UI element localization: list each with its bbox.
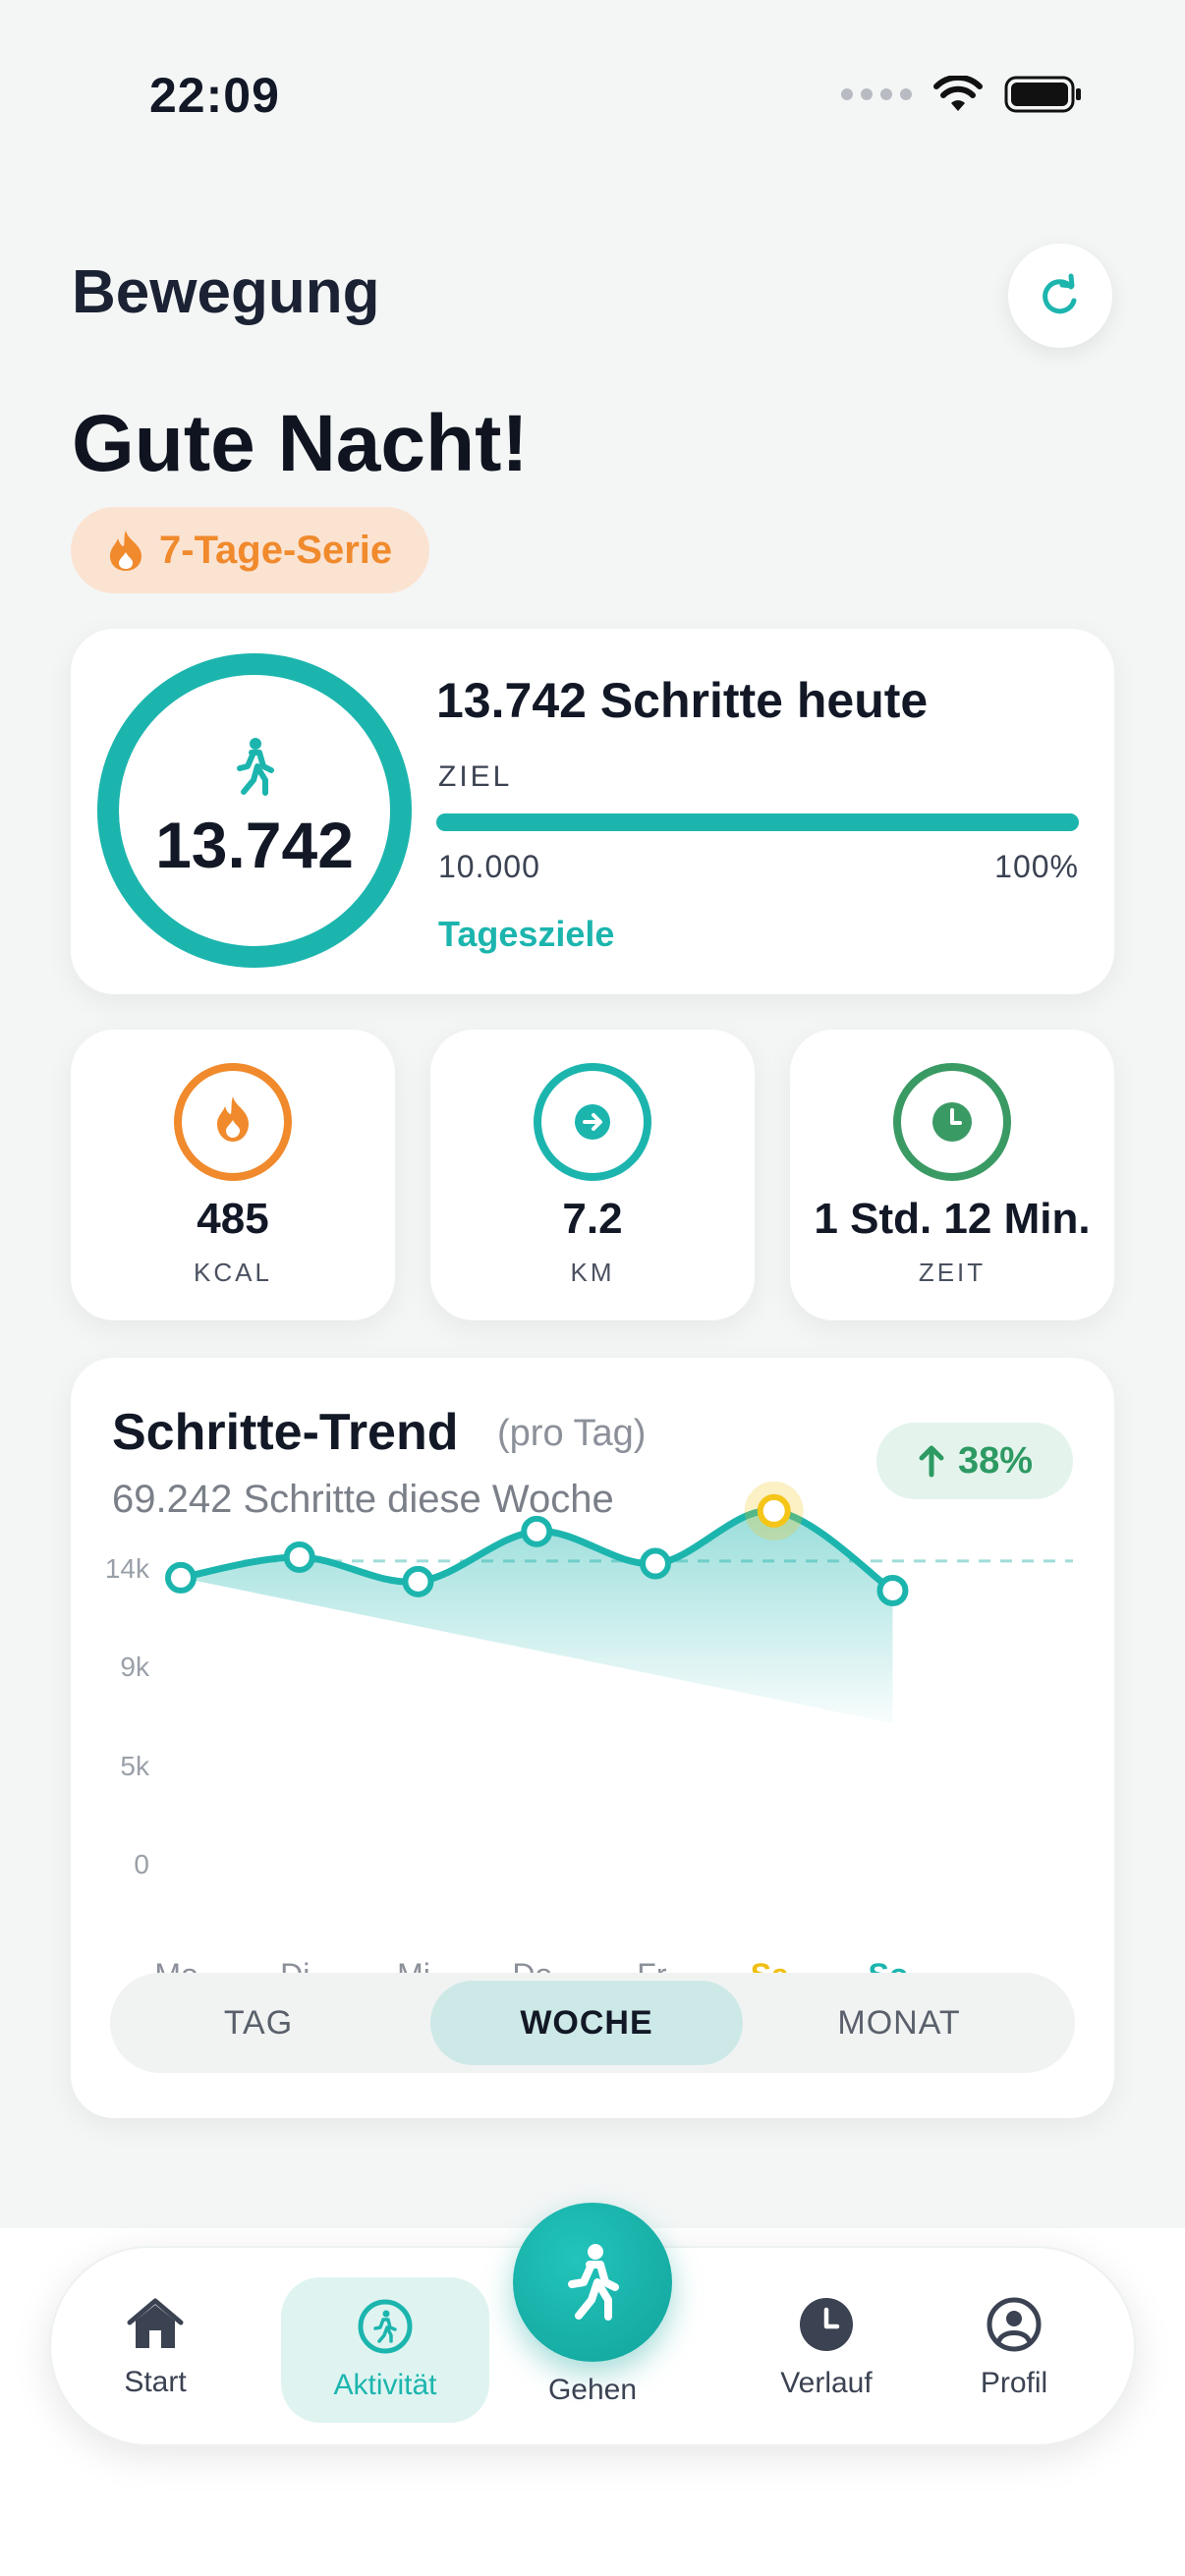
activity-icon — [358, 2299, 413, 2354]
clock-icon — [893, 1063, 1011, 1181]
data-point-highlight — [757, 1493, 791, 1528]
goal-percent: 100% — [994, 849, 1079, 884]
status-time: 22:09 — [149, 68, 280, 123]
y-tick-label: 14k — [105, 1553, 150, 1584]
goal-target: 10.000 — [438, 849, 540, 884]
segment-woche[interactable]: WOCHE — [430, 1981, 743, 2065]
trend-change-badge: 38% — [876, 1423, 1073, 1499]
home-icon — [127, 2298, 184, 2348]
nav-label-start: Start — [124, 2366, 187, 2398]
battery-icon — [1004, 76, 1081, 113]
page-title: Bewegung — [72, 258, 380, 326]
data-point — [521, 1515, 553, 1547]
nav-item-verlauf[interactable]: Verlauf — [747, 2248, 906, 2448]
status-icons — [841, 75, 1083, 114]
arrow-up-icon — [919, 1445, 944, 1478]
flame-icon — [174, 1063, 292, 1181]
flame-icon — [110, 531, 141, 571]
profile-icon — [987, 2297, 1042, 2352]
signal-icon — [841, 88, 912, 100]
stat-value-km: 7.2 — [562, 1195, 623, 1243]
nav-label-verlauf: Verlauf — [780, 2367, 873, 2399]
y-tick-label: 0 — [134, 1849, 149, 1879]
trend-subtitle: (pro Tag) — [497, 1413, 647, 1454]
daily-goals-link[interactable]: Tagesziele — [438, 914, 615, 954]
data-point — [402, 1565, 434, 1597]
refresh-icon — [1043, 273, 1077, 314]
data-point — [165, 1561, 197, 1594]
refresh-button[interactable] — [1008, 244, 1112, 348]
data-point — [639, 1547, 671, 1580]
trend-title: Schritte-Trend — [112, 1404, 459, 1461]
stat-unit-time: ZEIT — [918, 1258, 987, 1287]
walk-icon — [568, 2244, 619, 2321]
history-clock-icon — [800, 2298, 853, 2351]
walk-fab-button[interactable] — [513, 2203, 672, 2362]
wifi-icon — [933, 76, 983, 111]
data-point — [283, 1540, 315, 1573]
goal-progress-fill — [436, 813, 1079, 831]
stat-unit-kcal: KCAL — [194, 1258, 272, 1287]
trend-total: 69.242 Schritte diese Woche — [112, 1478, 614, 1521]
stat-value-time: 1 Std. 12 Min. — [814, 1195, 1091, 1243]
y-tick-label: 5k — [120, 1751, 150, 1781]
steps-ring-value: 13.742 — [155, 809, 354, 881]
stat-card-km[interactable]: 7.2 KM — [430, 1030, 755, 1320]
greeting: Gute Nacht! — [72, 399, 529, 488]
steps-ring — [97, 653, 412, 968]
stat-value-kcal: 485 — [197, 1195, 269, 1243]
trend-change-value: 38% — [957, 1439, 1034, 1482]
steps-headline: 13.742 Schritte heute — [436, 673, 929, 728]
segment-monat[interactable]: MONAT — [837, 2003, 961, 2042]
steps-card[interactable]: 13.742 13.742 Schritte heute ZIEL 10.000… — [71, 629, 1114, 994]
nav-item-start[interactable]: Start — [81, 2248, 230, 2448]
trend-area — [181, 1510, 893, 1723]
nav-item-aktivitaet[interactable]: Aktivität — [281, 2277, 489, 2423]
y-tick-label: 9k — [120, 1652, 150, 1682]
arrow-right-icon — [534, 1063, 651, 1181]
data-point — [876, 1574, 909, 1606]
trend-card: Schritte-Trend (pro Tag) 69.242 Schritte… — [71, 1358, 1114, 2118]
streak-label: 7-Tage-Serie — [159, 528, 393, 572]
nav-label-profil: Profil — [980, 2367, 1048, 2399]
nav-label-gehen: Gehen — [547, 2374, 638, 2406]
nav-label-aktivitaet: Aktivität — [333, 2369, 437, 2401]
period-segmented-control: TAG WOCHE MONAT — [110, 1973, 1075, 2073]
stat-unit-km: KM — [570, 1258, 615, 1287]
stat-card-time[interactable]: 1 Std. 12 Min. ZEIT — [790, 1030, 1114, 1320]
stat-card-kcal[interactable]: 485 KCAL — [71, 1030, 395, 1320]
walk-icon — [237, 738, 274, 796]
goal-progress-bar — [436, 813, 1079, 831]
nav-item-profil[interactable]: Profil — [939, 2248, 1089, 2448]
goal-label: ZIEL — [438, 760, 513, 793]
streak-badge: 7-Tage-Serie — [71, 507, 430, 593]
segment-tag[interactable]: TAG — [223, 2003, 294, 2042]
